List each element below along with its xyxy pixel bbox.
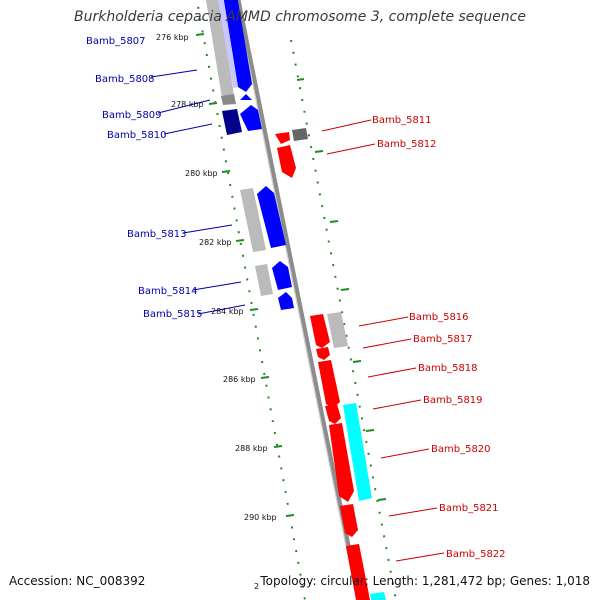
gene-blue-tip	[240, 94, 252, 100]
gene-gray	[327, 312, 348, 348]
tick-label-288: 288 kbp	[235, 444, 268, 453]
gene-red	[329, 423, 354, 502]
tick-label-276: 276 kbp	[156, 33, 189, 42]
tick-label-282: 282 kbp	[199, 238, 232, 247]
accession-text: Accession: NC_008392	[9, 574, 146, 588]
connector-line	[326, 143, 376, 155]
genome-summary-text: Topology: circular; Length: 1,281,472 bp…	[260, 574, 590, 588]
connector-line	[362, 338, 412, 349]
connector-line	[182, 224, 233, 234]
tick-mark	[365, 429, 375, 432]
tick-mark	[329, 220, 339, 223]
left-gene-labels: Bamb_5807 Bamb_5808 Bamb_5809 Bamb_5810 …	[86, 36, 203, 320]
tick-label-280: 280 kbp	[185, 169, 218, 178]
gene-red	[340, 504, 358, 537]
tick-mark	[208, 102, 218, 105]
right-label-connectors	[321, 119, 445, 562]
tick-mark	[314, 150, 324, 153]
gene-label-bamb-5807[interactable]: Bamb_5807	[86, 36, 146, 47]
connector-line	[395, 552, 445, 562]
gene-blue	[223, 0, 252, 92]
backbone-highlight	[235, 0, 358, 600]
gene-label-bamb-5811[interactable]: Bamb_5811	[372, 115, 432, 126]
backbone-line	[235, 0, 362, 600]
gene-label-bamb-5809[interactable]: Bamb_5809	[102, 110, 162, 121]
right-gene-labels: Bamb_5811 Bamb_5812 Bamb_5816 Bamb_5817 …	[372, 115, 506, 560]
gene-label-bamb-5810[interactable]: Bamb_5810	[107, 130, 167, 141]
connector-line	[192, 281, 242, 291]
connector-line	[150, 69, 198, 78]
gene-red	[277, 145, 296, 178]
tick-mark	[195, 33, 205, 36]
connector-line	[321, 119, 372, 132]
gene-blue	[240, 105, 262, 131]
gene-label-bamb-5822[interactable]: Bamb_5822	[446, 549, 506, 560]
left-label-connectors	[150, 69, 246, 315]
connector-line	[367, 367, 417, 378]
connector-line	[157, 99, 211, 114]
gene-label-bamb-5813[interactable]: Bamb_5813	[127, 229, 187, 240]
left-strand-genes	[206, 0, 294, 310]
gene-label-bamb-5814[interactable]: Bamb_5814	[138, 286, 198, 297]
tick-mark	[285, 514, 295, 517]
connector-line	[358, 316, 409, 327]
gene-blue-light	[217, 0, 238, 88]
tick-label-286: 286 kbp	[223, 375, 256, 384]
gene-red	[316, 347, 330, 360]
gene-gray	[255, 264, 273, 296]
gene-label-bamb-5820[interactable]: Bamb_5820	[431, 444, 491, 455]
tick-label-292: 2	[254, 582, 259, 591]
tick-mark	[296, 78, 305, 81]
tick-mark	[260, 376, 270, 379]
connector-line	[380, 448, 430, 459]
gene-blue	[272, 261, 292, 290]
gene-gray-lower	[221, 94, 236, 105]
gene-cyan	[370, 592, 386, 600]
gene-label-bamb-5816[interactable]: Bamb_5816	[409, 312, 469, 323]
tick-mark	[273, 445, 283, 448]
connector-line	[372, 399, 422, 410]
gene-label-bamb-5815[interactable]: Bamb_5815	[143, 309, 203, 320]
connector-line	[163, 123, 213, 135]
connector-line	[388, 507, 438, 517]
gene-red	[346, 544, 370, 600]
connector-line	[197, 304, 246, 315]
tick-label-290: 290 kbp	[244, 513, 277, 522]
inner-track-ticks	[195, 33, 295, 517]
gene-blue	[278, 292, 294, 310]
gene-red	[310, 314, 330, 348]
gene-label-bamb-5808[interactable]: Bamb_5808	[95, 74, 155, 85]
gene-gray	[206, 0, 234, 98]
tick-mark	[377, 498, 387, 501]
tick-mark	[235, 239, 245, 242]
tick-mark	[249, 308, 259, 311]
gene-label-bamb-5817[interactable]: Bamb_5817	[413, 334, 473, 345]
tick-mark	[340, 288, 350, 291]
gene-gray	[240, 188, 266, 252]
tick-mark	[221, 170, 231, 173]
outer-track-ticks	[296, 78, 387, 501]
gene-darkgray	[292, 128, 308, 141]
gene-label-bamb-5818[interactable]: Bamb_5818	[418, 363, 478, 374]
gene-label-bamb-5812[interactable]: Bamb_5812	[377, 139, 437, 150]
gene-cyan	[343, 403, 372, 501]
right-strand-genes	[275, 128, 386, 600]
tick-label-284: 284 kbp	[211, 307, 244, 316]
gene-red	[275, 132, 290, 144]
gene-red	[318, 360, 340, 408]
figure-title: Burkholderia cepacia AMMD chromosome 3, …	[74, 9, 526, 25]
gene-blue	[257, 186, 286, 248]
gene-red	[325, 404, 341, 424]
gene-label-bamb-5821[interactable]: Bamb_5821	[439, 503, 499, 514]
tick-label-278: 278 kbp	[171, 100, 204, 109]
gene-label-bamb-5819[interactable]: Bamb_5819	[423, 395, 483, 406]
tick-mark	[352, 360, 362, 363]
gene-navy	[222, 109, 242, 135]
